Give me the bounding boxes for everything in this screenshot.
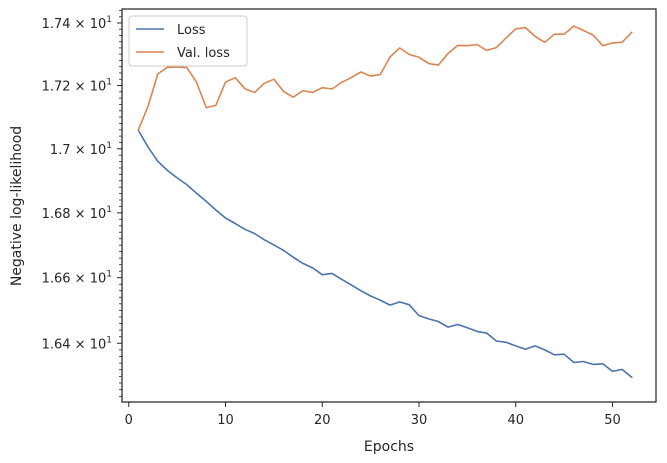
y-tick-label: 1.74 × 101 — [42, 15, 112, 32]
x-tick-label: 40 — [507, 413, 524, 428]
x-tick-label: 50 — [604, 413, 621, 428]
x-axis-label: Epochs — [364, 439, 414, 455]
x-tick-label: 10 — [217, 413, 234, 428]
series-line-loss — [137, 129, 633, 379]
series-line-val-loss — [137, 25, 633, 131]
y-tick-label: 1.64 × 101 — [42, 335, 112, 352]
legend-label: Val. loss — [177, 46, 230, 61]
x-axis: 0 10 20 30 40 50 — [125, 402, 621, 428]
x-tick-label: 0 — [125, 413, 133, 428]
y-axis: 1.64 × 101 1.66 × 101 1.68 × 101 1.7 × 101 1… — [42, 10, 122, 397]
y-axis-label: Negative log-likelihood — [9, 126, 25, 286]
legend-label: Loss — [177, 23, 206, 38]
series-layer — [137, 25, 633, 379]
legend: Loss Val. loss — [128, 15, 248, 67]
x-tick-label: 30 — [411, 413, 428, 428]
y-tick-label: 1.72 × 101 — [42, 78, 112, 95]
y-tick-label: 1.66 × 101 — [42, 270, 112, 287]
plot-frame — [121, 8, 657, 403]
y-tick-label: 1.68 × 101 — [42, 205, 112, 222]
y-tick-label: 1.7 × 101 — [50, 141, 112, 158]
plot-background — [122, 9, 656, 402]
x-tick-label: 20 — [314, 413, 331, 428]
